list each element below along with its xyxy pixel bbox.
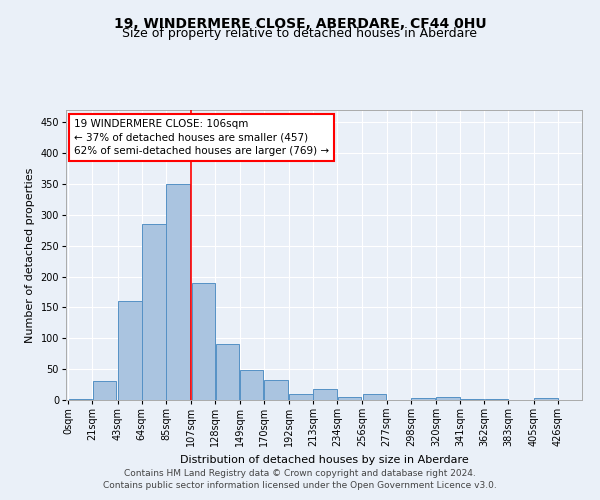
- Bar: [313, 389, 337, 400]
- Y-axis label: Number of detached properties: Number of detached properties: [25, 168, 35, 342]
- Text: 19 WINDERMERE CLOSE: 106sqm
← 37% of detached houses are smaller (457)
62% of se: 19 WINDERMERE CLOSE: 106sqm ← 37% of det…: [74, 120, 329, 156]
- Text: 19, WINDERMERE CLOSE, ABERDARE, CF44 0HU: 19, WINDERMERE CLOSE, ABERDARE, CF44 0HU: [113, 18, 487, 32]
- Bar: [142, 224, 166, 400]
- Bar: [338, 397, 361, 400]
- Bar: [215, 344, 239, 400]
- Bar: [166, 184, 190, 400]
- Bar: [118, 302, 142, 400]
- Bar: [68, 399, 92, 400]
- Bar: [191, 283, 215, 400]
- Bar: [93, 382, 116, 400]
- Bar: [436, 397, 460, 400]
- Bar: [289, 394, 313, 400]
- Bar: [264, 380, 287, 400]
- Text: Contains public sector information licensed under the Open Government Licence v3: Contains public sector information licen…: [103, 481, 497, 490]
- Bar: [411, 398, 434, 400]
- Bar: [240, 370, 263, 400]
- Text: Contains HM Land Registry data © Crown copyright and database right 2024.: Contains HM Land Registry data © Crown c…: [124, 468, 476, 477]
- Bar: [363, 394, 386, 400]
- Text: Size of property relative to detached houses in Aberdare: Size of property relative to detached ho…: [122, 28, 478, 40]
- Bar: [534, 398, 557, 400]
- X-axis label: Distribution of detached houses by size in Aberdare: Distribution of detached houses by size …: [179, 455, 469, 465]
